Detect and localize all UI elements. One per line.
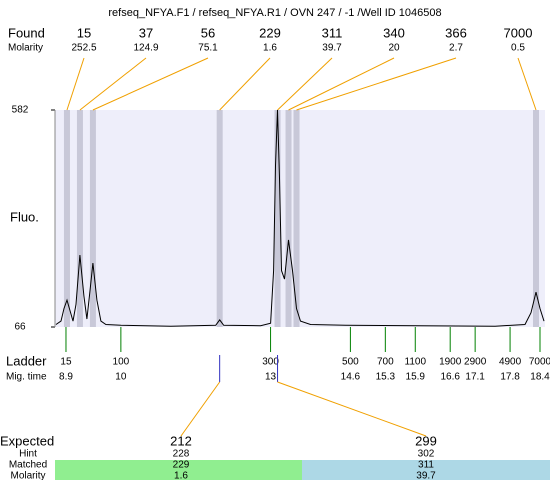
peak-leader xyxy=(66,57,85,111)
ladder-time: 17.8 xyxy=(500,372,520,383)
ladder-time: 14.6 xyxy=(341,372,361,383)
found-label: Found xyxy=(8,25,45,40)
found-size: 366 xyxy=(445,25,467,40)
ladder-size: 7000 xyxy=(529,357,550,368)
molarity-label: Molarity xyxy=(8,43,43,54)
expected-molarity: 1.6 xyxy=(174,471,188,480)
ladder-time: 13 xyxy=(265,372,277,383)
peak-band xyxy=(63,110,70,327)
ladder-size: 100 xyxy=(113,357,130,368)
peak-band xyxy=(76,110,83,327)
hint-value: 302 xyxy=(418,449,435,460)
peak-band xyxy=(274,110,281,327)
found-molarity: 39.7 xyxy=(322,43,342,54)
peak-leader xyxy=(288,57,395,111)
hint-value: 228 xyxy=(173,449,190,460)
expected-molarity-label: Molarity xyxy=(10,471,45,480)
ladder-label: Ladder xyxy=(6,353,47,368)
ladder-size: 300 xyxy=(262,357,279,368)
ladder-size: 500 xyxy=(342,357,359,368)
peak-leader xyxy=(79,57,147,111)
ladder-size: 700 xyxy=(377,357,394,368)
expected-row-bg xyxy=(302,460,550,480)
ladder-size: 1100 xyxy=(405,357,427,368)
peak-band xyxy=(533,110,540,327)
expected-leader xyxy=(277,381,427,437)
trace xyxy=(55,109,545,327)
matched-label: Matched xyxy=(9,460,47,471)
expected-label: Expected xyxy=(0,433,54,448)
ladder-time: 15.3 xyxy=(376,372,396,383)
y-tick-label: 66 xyxy=(14,322,26,333)
peak-band xyxy=(293,110,300,327)
expected-size: 299 xyxy=(415,433,437,448)
found-size: 7000 xyxy=(504,25,533,40)
found-size: 340 xyxy=(383,25,405,40)
peak-band xyxy=(285,110,292,327)
ladder-time: 17.1 xyxy=(465,372,485,383)
found-size: 311 xyxy=(322,25,343,40)
peak-leader xyxy=(277,57,333,111)
found-size: 15 xyxy=(77,25,91,40)
peak-leader xyxy=(296,57,457,111)
expected-size: 212 xyxy=(170,433,192,448)
found-size: 56 xyxy=(201,25,215,40)
ladder-time: 18.4 xyxy=(530,372,550,383)
found-size: 229 xyxy=(259,25,281,40)
hint-label: Hint xyxy=(19,449,37,460)
found-molarity: 124.9 xyxy=(133,43,158,54)
ladder-time: 16.6 xyxy=(440,372,460,383)
expected-molarity: 39.7 xyxy=(416,471,436,480)
ladder-size: 4900 xyxy=(499,357,522,368)
expected-leader xyxy=(180,381,221,437)
found-molarity: 1.6 xyxy=(263,43,277,54)
found-molarity: 20 xyxy=(388,43,400,54)
ladder-time: 10 xyxy=(115,372,127,383)
peak-leader xyxy=(219,57,271,111)
found-molarity: 75.1 xyxy=(198,43,218,54)
ladder-size: 1900 xyxy=(439,357,462,368)
peak-leader xyxy=(92,57,209,111)
ladder-time: 15.9 xyxy=(406,372,426,383)
chart-title: refseq_NFYA.F1 / refseq_NFYA.R1 / OVN 24… xyxy=(108,7,441,19)
ladder-time: 8.9 xyxy=(59,372,73,383)
ladder-size: 2900 xyxy=(464,357,487,368)
peak-band xyxy=(89,110,96,327)
peak-band xyxy=(216,110,223,327)
ladder-size: 15 xyxy=(60,357,72,368)
found-size: 37 xyxy=(139,25,153,40)
found-molarity: 0.5 xyxy=(511,43,525,54)
expected-row-bg xyxy=(55,460,302,480)
found-molarity: 2.7 xyxy=(449,43,463,54)
y-axis-label: Fluo. xyxy=(10,209,39,224)
mig-time-label: Mig. time xyxy=(6,372,47,383)
y-tick-label: 582 xyxy=(12,105,29,116)
plot-area xyxy=(55,110,545,327)
peak-leader xyxy=(517,57,537,111)
matched-value: 229 xyxy=(173,460,190,471)
found-molarity: 252.5 xyxy=(71,43,96,54)
matched-value: 311 xyxy=(418,460,434,471)
